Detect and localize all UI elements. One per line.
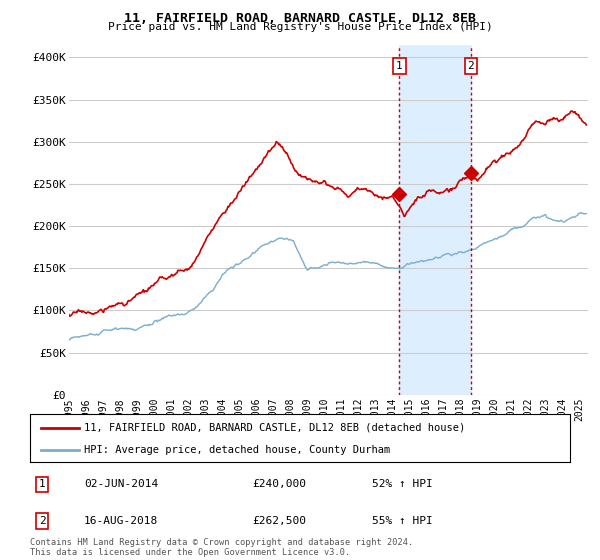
Text: £262,500: £262,500 [252, 516, 306, 526]
Text: 16-AUG-2018: 16-AUG-2018 [84, 516, 158, 526]
Text: 1: 1 [396, 61, 403, 71]
Text: HPI: Average price, detached house, County Durham: HPI: Average price, detached house, Coun… [84, 445, 390, 455]
Text: 11, FAIRFIELD ROAD, BARNARD CASTLE, DL12 8EB: 11, FAIRFIELD ROAD, BARNARD CASTLE, DL12… [124, 12, 476, 25]
Text: 11, FAIRFIELD ROAD, BARNARD CASTLE, DL12 8EB (detached house): 11, FAIRFIELD ROAD, BARNARD CASTLE, DL12… [84, 423, 465, 433]
Text: Contains HM Land Registry data © Crown copyright and database right 2024.
This d: Contains HM Land Registry data © Crown c… [30, 538, 413, 557]
Bar [400, 45, 471, 395]
Text: 2: 2 [38, 516, 46, 526]
Text: 1: 1 [38, 479, 46, 489]
Text: 02-JUN-2014: 02-JUN-2014 [84, 479, 158, 489]
Text: 2: 2 [467, 61, 475, 71]
Text: 52% ↑ HPI: 52% ↑ HPI [372, 479, 433, 489]
Text: Price paid vs. HM Land Registry's House Price Index (HPI): Price paid vs. HM Land Registry's House … [107, 22, 493, 32]
Text: 55% ↑ HPI: 55% ↑ HPI [372, 516, 433, 526]
Text: £240,000: £240,000 [252, 479, 306, 489]
